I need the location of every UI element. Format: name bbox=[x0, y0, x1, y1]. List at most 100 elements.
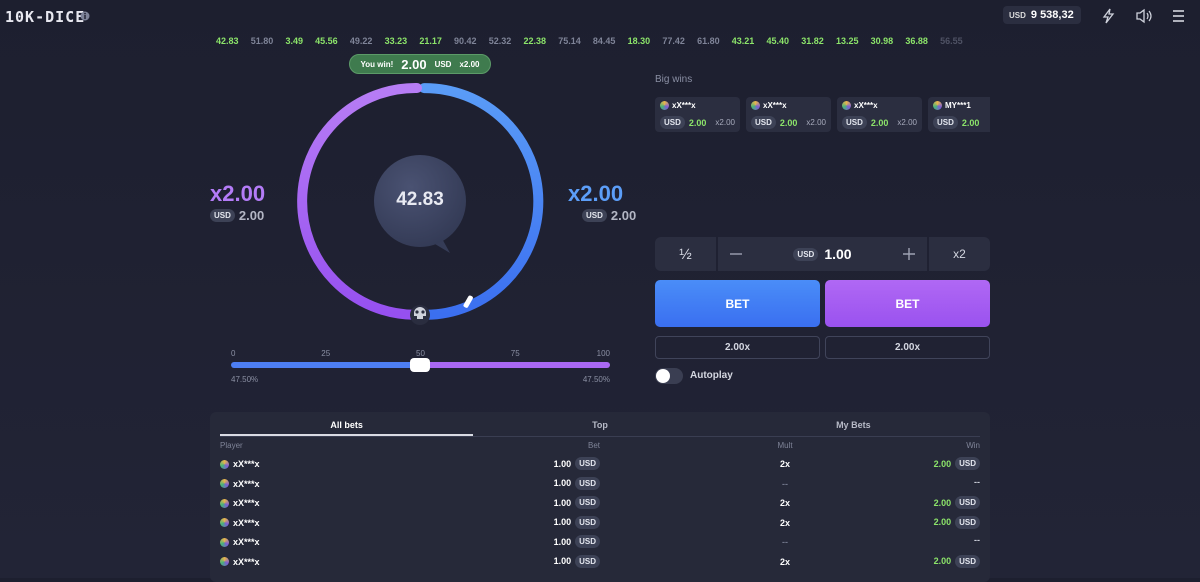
bet-row: xX***x 1.00 USD 2x 2.00 USD bbox=[210, 513, 990, 533]
history-value[interactable]: 22.38 bbox=[523, 36, 546, 46]
column-header: Mult bbox=[777, 441, 793, 450]
tab[interactable]: My Bets bbox=[836, 420, 871, 430]
history-value[interactable]: 84.45 bbox=[592, 36, 616, 46]
history-value[interactable]: 33.23 bbox=[384, 36, 408, 46]
history-value[interactable]: 31.82 bbox=[801, 36, 824, 46]
history-value[interactable]: 3.49 bbox=[285, 36, 303, 46]
big-win-card: xX***x USD 2.00 x2.00 bbox=[837, 97, 922, 132]
avatar bbox=[220, 557, 229, 566]
player-name: xX***x bbox=[233, 459, 260, 469]
logo[interactable]: 10K-DICE bbox=[5, 8, 86, 26]
tabs: All bets Top My Bets bbox=[220, 412, 980, 437]
tab[interactable]: All bets bbox=[220, 412, 474, 436]
left-chance: 47.50% bbox=[231, 375, 259, 384]
bet-amount: 1.00 bbox=[553, 517, 572, 527]
result-value: 42.83 bbox=[396, 189, 444, 210]
turbo-icon[interactable] bbox=[1102, 8, 1115, 24]
history-value[interactable]: 45.56 bbox=[315, 36, 338, 46]
win-amount: 2.00 bbox=[933, 517, 952, 527]
card-multiplier: x2.00 bbox=[715, 118, 735, 127]
plus-button[interactable] bbox=[903, 248, 915, 260]
card-multiplier: x2.00 bbox=[897, 118, 917, 127]
row-mult: -- bbox=[782, 478, 788, 489]
history-value[interactable]: 51.80 bbox=[250, 36, 274, 46]
card-amount: 2.00 bbox=[688, 117, 707, 128]
amount-field[interactable]: USD 1.00 bbox=[718, 237, 927, 271]
right-payout: USD 2.00 bbox=[582, 208, 636, 223]
card-player-row: xX***x bbox=[842, 101, 917, 110]
header-icons bbox=[1102, 8, 1184, 24]
menu-icon[interactable] bbox=[1173, 10, 1184, 22]
history-value[interactable]: 61.80 bbox=[697, 36, 720, 46]
row-mult: 2x bbox=[779, 498, 790, 508]
win-amount: 2.00 bbox=[933, 556, 952, 566]
purple-arc bbox=[297, 82, 422, 320]
win-amount: 2.00 bbox=[933, 458, 952, 469]
left-payout: USD 2.00 bbox=[210, 208, 264, 223]
row-bet: 1.00 USD bbox=[553, 515, 600, 529]
row-bet: 1.00 USD bbox=[554, 457, 600, 470]
amount-value: 1.00 bbox=[824, 246, 852, 262]
avatar bbox=[660, 101, 669, 110]
slider-right-track bbox=[420, 362, 610, 368]
history-value[interactable]: 56.55 bbox=[940, 36, 963, 46]
card-currency: USD bbox=[660, 116, 685, 129]
bet-currency: USD bbox=[575, 496, 600, 509]
history-value[interactable]: 13.25 bbox=[835, 36, 859, 46]
card-win-row: USD 2.00 x2.00 bbox=[842, 116, 917, 129]
win-amount: -- bbox=[974, 535, 980, 545]
left-multiplier: x2.00 bbox=[210, 181, 266, 206]
avatar bbox=[933, 101, 942, 110]
slider-handle[interactable] bbox=[410, 358, 430, 372]
history-value[interactable]: 45.40 bbox=[766, 36, 790, 46]
bet-blue-button[interactable]: BET bbox=[655, 280, 820, 327]
history-value[interactable]: 75.14 bbox=[558, 36, 581, 46]
sound-icon[interactable] bbox=[1136, 8, 1145, 24]
row-bet: 1.00 USD bbox=[554, 476, 600, 490]
column-header: Player bbox=[220, 441, 243, 450]
history-value[interactable]: 42.83 bbox=[216, 36, 239, 46]
toggle-knob bbox=[656, 369, 670, 383]
double-button[interactable]: x2 bbox=[929, 237, 990, 271]
history-value[interactable]: 30.98 bbox=[870, 36, 894, 46]
tab[interactable]: Top bbox=[592, 420, 608, 430]
history-value[interactable]: 36.88 bbox=[905, 36, 928, 46]
bet-row: xX***x 1.00 USD 2x 2.00 USD bbox=[210, 493, 990, 513]
autoplay-toggle[interactable] bbox=[655, 368, 683, 384]
history-value[interactable]: 77.42 bbox=[662, 36, 685, 46]
history-value[interactable]: 90.42 bbox=[454, 36, 477, 46]
row-bet: 1.00 USD bbox=[554, 554, 600, 568]
card-player-row: MY***1 bbox=[933, 101, 990, 110]
row-bet: 1.00 USD bbox=[554, 535, 600, 548]
half-button[interactable]: ½ bbox=[655, 237, 716, 271]
row-player: xX***x bbox=[220, 479, 260, 489]
player-name: xX***x bbox=[233, 498, 260, 508]
row-mult: 2x bbox=[779, 556, 790, 567]
info-icon[interactable] bbox=[80, 11, 90, 21]
card-win-row: USD 2.00 bbox=[933, 116, 990, 129]
skull-icon bbox=[414, 307, 426, 319]
bet-row: xX***x 1.00 USD -- -- bbox=[210, 532, 990, 552]
history-value[interactable]: 21.17 bbox=[419, 36, 442, 46]
history-value[interactable]: 18.30 bbox=[627, 36, 651, 46]
card-win-row: USD 2.00 x2.00 bbox=[660, 116, 735, 129]
bet-purple-button[interactable]: BET bbox=[825, 280, 990, 327]
card-amount: 2.00 bbox=[870, 117, 889, 128]
row-player: xX***x bbox=[220, 557, 260, 567]
history-value[interactable]: 43.21 bbox=[731, 36, 755, 46]
history-value[interactable]: 52.32 bbox=[488, 36, 512, 46]
bet-currency: USD bbox=[575, 535, 600, 548]
history-value[interactable]: 49.22 bbox=[349, 36, 373, 46]
win-currency: USD bbox=[955, 457, 980, 470]
bet-amount: 1.00 bbox=[553, 497, 572, 508]
bet-row: xX***x 1.00 USD 2x 2.00 USD bbox=[210, 552, 990, 572]
row-player: xX***x bbox=[220, 498, 260, 508]
amount-currency: USD bbox=[793, 247, 819, 261]
minus-button[interactable] bbox=[730, 249, 742, 259]
left-amount: 2.00 bbox=[238, 208, 265, 223]
slider-tick-label: 75 bbox=[510, 349, 520, 358]
avatar bbox=[751, 101, 760, 110]
player-name: xX***x bbox=[233, 478, 260, 489]
row-mult: 2x bbox=[779, 517, 790, 528]
